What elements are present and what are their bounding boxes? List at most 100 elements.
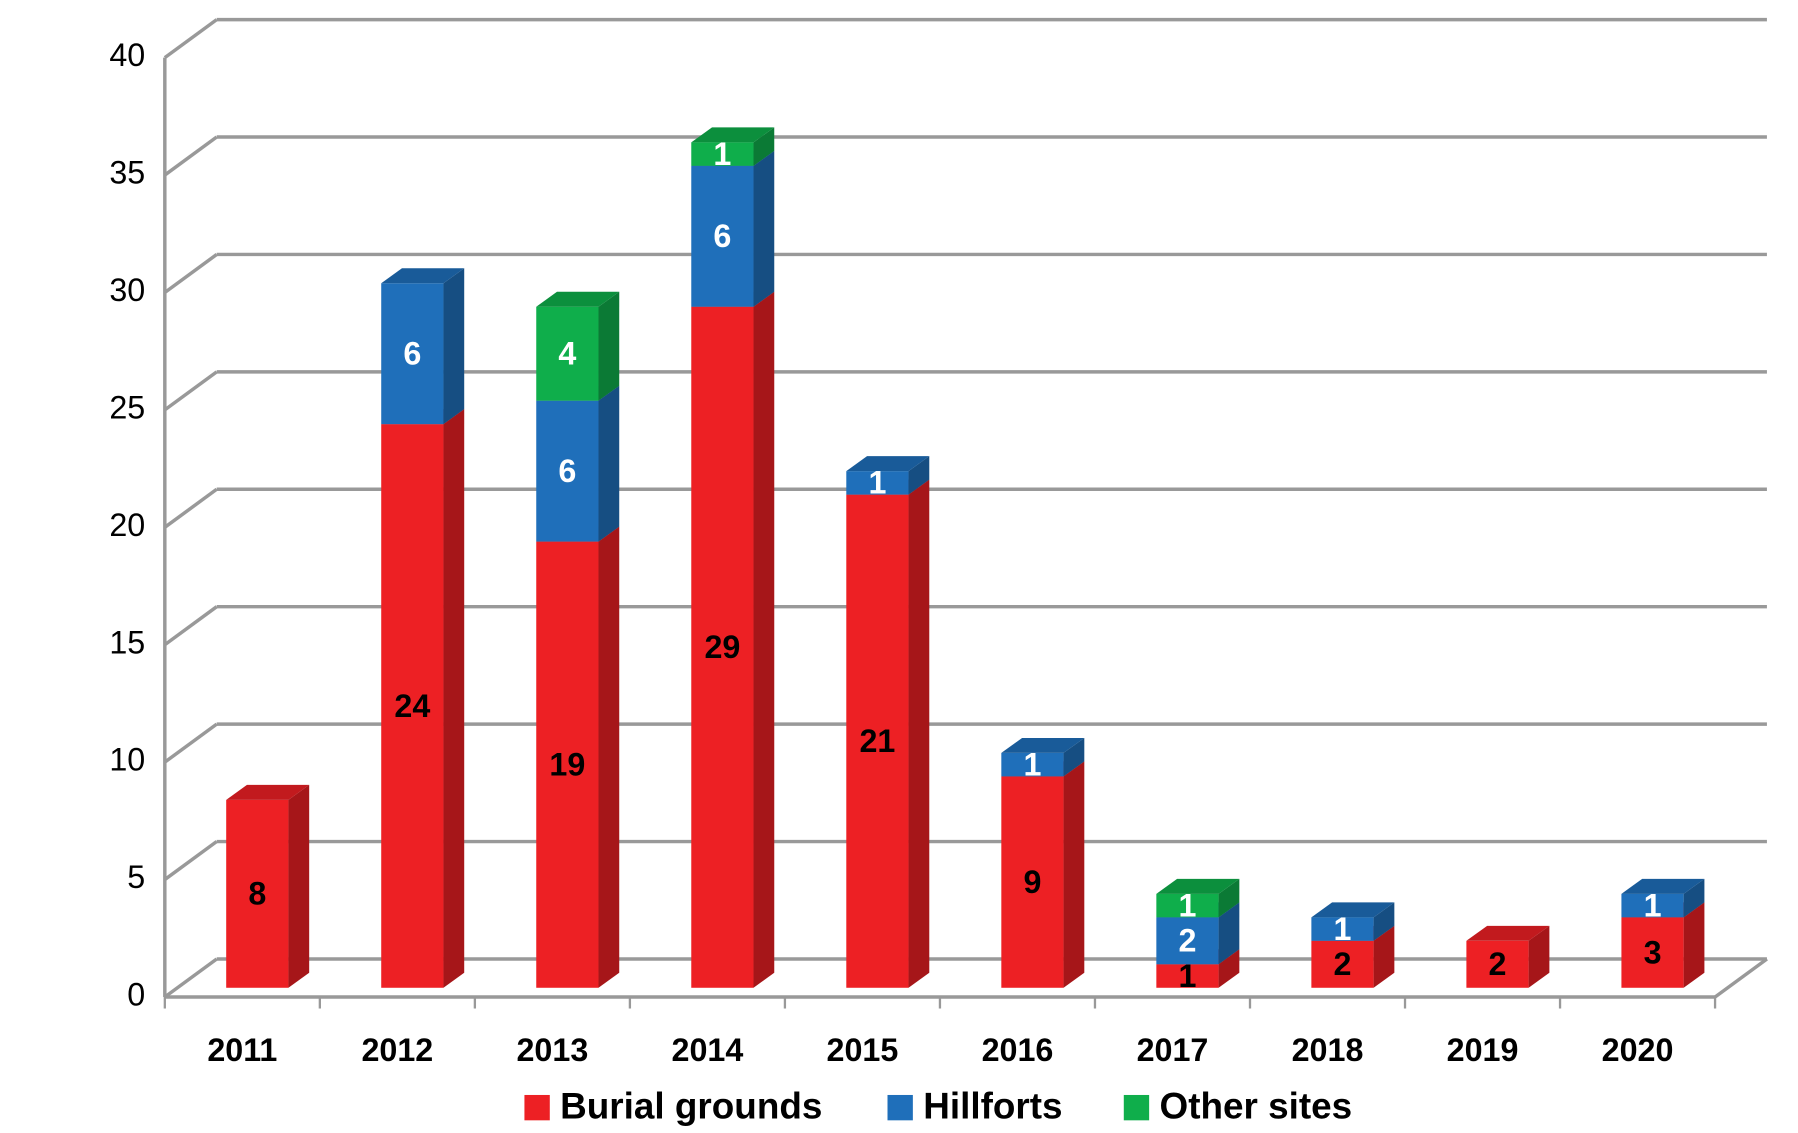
value-label: 29 bbox=[704, 629, 740, 665]
bar-top bbox=[536, 291, 620, 307]
value-label: 6 bbox=[713, 218, 731, 254]
bar-segment: 24 bbox=[381, 409, 465, 988]
value-label: 19 bbox=[549, 747, 585, 783]
bar-segment: 29 bbox=[691, 291, 775, 988]
bar-front bbox=[1621, 893, 1684, 918]
value-label: 2 bbox=[1489, 946, 1507, 982]
bar-side bbox=[443, 409, 465, 988]
x-tick-label: 2014 bbox=[672, 1032, 744, 1068]
value-label: 1 bbox=[1023, 747, 1041, 783]
bar-side bbox=[1063, 737, 1085, 777]
legend-label: Hillforts bbox=[923, 1086, 1062, 1127]
bar-segment: 1 bbox=[846, 456, 930, 501]
bar-segment: 6 bbox=[381, 268, 465, 425]
x-tick-label: 2015 bbox=[827, 1032, 899, 1068]
bar-front bbox=[1156, 964, 1219, 988]
bar-side bbox=[1218, 878, 1240, 918]
floor-edge bbox=[1714, 957, 1768, 999]
bar-front bbox=[1001, 752, 1064, 777]
value-label: 4 bbox=[558, 336, 576, 372]
bar-front bbox=[381, 424, 444, 988]
bar-segment: 21 bbox=[846, 479, 930, 988]
bar-front bbox=[691, 306, 754, 988]
legend-swatch bbox=[1123, 1094, 1150, 1121]
y-tick-label: 20 bbox=[109, 507, 145, 543]
bar-front bbox=[381, 283, 444, 425]
bar-front bbox=[1311, 940, 1374, 988]
x-tick-label: 2016 bbox=[982, 1032, 1054, 1068]
grid-line bbox=[163, 840, 218, 881]
bar-top bbox=[691, 127, 775, 143]
bar-top bbox=[1466, 925, 1550, 941]
bar-front bbox=[226, 799, 289, 988]
bar-side bbox=[1063, 761, 1085, 988]
value-label: 6 bbox=[558, 453, 576, 489]
value-label: 6 bbox=[403, 336, 421, 372]
bar-segment: 6 bbox=[691, 150, 775, 307]
bar-side bbox=[908, 456, 930, 495]
bar-side bbox=[1683, 902, 1705, 988]
bar-segment: 1 bbox=[691, 127, 775, 172]
bar-segment: 4 bbox=[536, 291, 620, 401]
bar-side bbox=[1373, 902, 1395, 941]
bar-side bbox=[753, 150, 775, 307]
x-tick-label: 2013 bbox=[516, 1032, 588, 1068]
legend-label: Burial grounds bbox=[560, 1086, 822, 1127]
bar-front bbox=[691, 142, 754, 166]
bar-top bbox=[1156, 878, 1240, 894]
y-tick-label: 25 bbox=[109, 389, 145, 425]
y-tick-label: 10 bbox=[109, 742, 145, 778]
bar-top bbox=[226, 784, 310, 800]
bar-front bbox=[691, 165, 754, 307]
y-tick-label: 0 bbox=[127, 977, 145, 1013]
bar-top bbox=[1621, 878, 1705, 894]
x-tick-label: 2017 bbox=[1137, 1032, 1209, 1068]
y-tick-label: 15 bbox=[109, 624, 145, 660]
bar-top bbox=[1001, 737, 1085, 753]
value-label: 2 bbox=[1178, 923, 1196, 959]
legend-label: Other sites bbox=[1160, 1086, 1353, 1127]
grid-line bbox=[163, 370, 218, 412]
x-tick-label: 2012 bbox=[361, 1032, 433, 1068]
bar-segment: 19 bbox=[536, 526, 620, 988]
bar-side bbox=[1218, 902, 1240, 965]
legend-swatch bbox=[524, 1094, 550, 1121]
value-label: 21 bbox=[859, 723, 895, 759]
bar-side bbox=[1528, 925, 1550, 988]
bar-top bbox=[846, 456, 930, 472]
bar-segment: 6 bbox=[536, 385, 620, 542]
x-tick-label: 2011 bbox=[207, 1032, 277, 1068]
bar-segment: 1 bbox=[1621, 878, 1705, 923]
bar-segment: 1 bbox=[1311, 902, 1395, 947]
plot: 0 5 10 15 20 25 30 35 40 2011 8 2012 24 6 2013 19 6 4 2014… bbox=[109, 17, 1768, 1127]
value-label: 8 bbox=[248, 876, 266, 912]
bar-side bbox=[598, 526, 620, 988]
bar-front bbox=[536, 306, 599, 401]
y-tick-label: 30 bbox=[109, 272, 145, 308]
bar-segment: 1 bbox=[1001, 737, 1085, 783]
grid-line bbox=[163, 487, 218, 529]
y-tick-label: 5 bbox=[127, 859, 145, 895]
bar-side bbox=[598, 291, 620, 401]
bar-front bbox=[1311, 917, 1374, 941]
legend-swatch bbox=[887, 1094, 913, 1121]
x-tick-label: 2020 bbox=[1602, 1032, 1674, 1068]
bar-segment: 2 bbox=[1466, 925, 1550, 988]
bar-side bbox=[288, 784, 310, 988]
y-tick-label: 40 bbox=[109, 37, 145, 73]
grid-line bbox=[163, 722, 218, 764]
value-label: 24 bbox=[394, 688, 430, 724]
value-label: 1 bbox=[1178, 958, 1196, 994]
bar-top bbox=[381, 268, 465, 284]
bar-top bbox=[1311, 902, 1395, 918]
y-tick-label: 35 bbox=[109, 155, 145, 191]
value-label: 1 bbox=[868, 465, 886, 501]
bar-side bbox=[1373, 925, 1395, 988]
bar-front bbox=[536, 541, 599, 988]
x-tick-label: 2019 bbox=[1447, 1032, 1519, 1068]
bar-side bbox=[1683, 878, 1705, 918]
bar-front bbox=[1621, 917, 1684, 988]
grid-line bbox=[163, 253, 218, 294]
bar-side bbox=[443, 268, 465, 425]
